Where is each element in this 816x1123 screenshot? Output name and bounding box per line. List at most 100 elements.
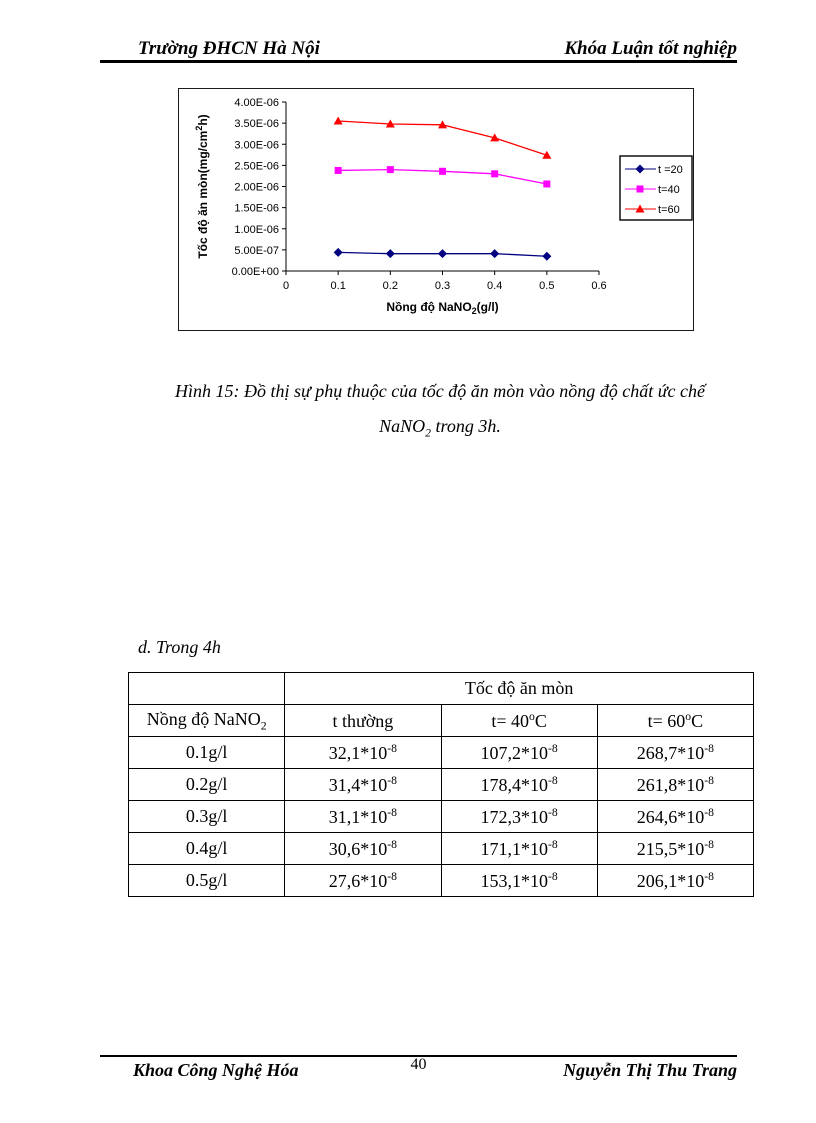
tspan-chart-el: Nồng độ NaNO <box>386 300 471 314</box>
table-body: Tốc độ ăn mòn Nồng độ NaNO2 t thường t= … <box>127 672 755 897</box>
value-cell: 107,2*10-8 <box>440 736 598 769</box>
y-axis-title: Tốc độ ăn mòn(mg/cm2h) <box>194 114 210 258</box>
page-number: 40 <box>410 1056 427 1073</box>
concentration-cell: 0.4g/l <box>127 832 286 865</box>
value-cell: 215,5*10-8 <box>596 832 755 865</box>
diamond-marker <box>438 249 447 259</box>
header-school: Trường ĐHCN Hà Nội <box>138 38 320 59</box>
value-cell: 172,3*10-8 <box>440 800 598 833</box>
header-rule <box>100 60 737 63</box>
x-tick-label: 0.1 <box>331 280 346 292</box>
y-tick-label: 3.50E-06 <box>234 118 279 130</box>
col-header-t40: t= 40oC <box>440 704 598 737</box>
corrosion-rate-chart: 0.00E+00 5.00E-07 1.00E-06 1.50E-06 2.00E-06… <box>178 88 694 331</box>
value-cell: 153,1*10-8 <box>440 864 598 897</box>
x-tick-label: 0.5 <box>539 280 554 292</box>
col3-sup: o <box>685 709 692 723</box>
table-row: 0.4g/l 30,6*10-8 171,1*10-8 215,5*10-8 <box>127 832 755 865</box>
y-tick-label: 2.00E-06 <box>234 182 279 194</box>
span-header-cell: Tốc độ ăn mòn <box>284 672 754 705</box>
caption2-post: trong 3h. <box>431 416 501 436</box>
value-cell: 171,1*10-8 <box>440 832 598 865</box>
corrosion-table: Tốc độ ăn mòn Nồng độ NaNO2 t thường t= … <box>127 672 755 897</box>
x-axis-title: Nồng độ NaNO2(g/l) <box>386 300 498 316</box>
value-cell: 261,8*10-8 <box>596 768 755 801</box>
col3-pre: t= 60 <box>647 710 686 731</box>
y-tick-label: 5.00E-07 <box>234 245 279 257</box>
triangle-marker <box>385 119 395 128</box>
col2-pre: t= 40 <box>491 710 530 731</box>
x-tick-label: 0.3 <box>435 280 450 292</box>
caption2-pre: NaNO <box>379 416 426 436</box>
col3-post: C <box>691 710 704 731</box>
figure-caption-line1: Hình 15: Đồ thị sự phụ thuộc của tốc độ … <box>174 381 706 401</box>
y-tick-label: 1.50E-06 <box>234 203 279 215</box>
x-tick-label: 0 <box>283 280 289 292</box>
concentration-cell: 0.3g/l <box>127 800 286 833</box>
col0-sub: 2 <box>260 719 267 733</box>
square-marker <box>491 170 499 178</box>
empty-header-cell <box>127 672 286 705</box>
legend-label: t=40 <box>658 184 680 196</box>
square-marker <box>334 166 342 174</box>
value-cell: 178,4*10-8 <box>440 768 598 801</box>
y-tick-label: 4.00E-06 <box>234 97 279 109</box>
table-row: 0.1g/l 32,1*10-8 107,2*10-8 268,7*10-8 <box>127 736 755 769</box>
col-header-concentration: Nồng độ NaNO2 <box>127 704 286 737</box>
x-tick-label: 0.6 <box>591 280 606 292</box>
square-marker <box>543 180 551 188</box>
x-tick-label: 0.4 <box>487 280 502 292</box>
col-header-t-normal: t thường <box>284 704 442 737</box>
concentration-cell: 0.2g/l <box>127 768 286 801</box>
tspan-chart-el: (g/l) <box>477 300 499 314</box>
triangle-marker <box>542 150 552 159</box>
y-tick-label: 3.00E-06 <box>234 139 279 151</box>
caption2-sub: 2 <box>425 426 431 440</box>
square-marker <box>386 166 394 174</box>
legend-label: t=60 <box>658 204 680 216</box>
value-cell: 27,6*10-8 <box>284 864 442 897</box>
value-cell: 32,1*10-8 <box>284 736 442 769</box>
figure-caption-line2: NaNO2 trong 3h. <box>110 416 770 440</box>
footer-faculty: Khoa Công Nghệ Hóa <box>133 1060 299 1080</box>
figure-caption: Hình 15: Đồ thị sự phụ thuộc của tốc độ … <box>110 381 770 454</box>
y-tick-label: 2.50E-06 <box>234 160 279 172</box>
tspan-chart-el: h) <box>196 114 210 125</box>
table-row: 0.5g/l 27,6*10-8 153,1*10-8 206,1*10-8 <box>127 864 755 897</box>
legend-label: t =20 <box>658 164 683 176</box>
concentration-cell: 0.5g/l <box>127 864 286 897</box>
col-header-t60: t= 60oC <box>596 704 755 737</box>
header-title: Khóa Luận tốt nghiệp <box>564 38 737 59</box>
tspan-chart-el: Tốc độ ăn mòn(mg/cm <box>196 131 210 259</box>
footer-author: Nguyễn Thị Thu Trang <box>563 1060 737 1080</box>
table-span-header-row: Tốc độ ăn mòn <box>127 672 754 705</box>
tspan-chart-el: 2 <box>194 126 204 131</box>
diamond-marker <box>490 249 500 259</box>
triangle-marker <box>490 133 500 142</box>
table-column-header-row: Nồng độ NaNO2 t thường t= 40oC t= 60oC <box>127 704 755 737</box>
y-tick-label: 0.00E+00 <box>232 266 279 278</box>
value-cell: 206,1*10-8 <box>596 864 755 897</box>
col2-post: C <box>534 710 547 731</box>
value-cell: 30,6*10-8 <box>284 832 442 865</box>
square-marker <box>636 185 644 193</box>
footer-rule <box>100 1055 737 1057</box>
diamond-marker <box>635 164 645 174</box>
concentration-cell: 0.1g/l <box>127 736 286 769</box>
section-label: d. Trong 4h <box>138 637 221 657</box>
col2-sup: o <box>529 709 535 723</box>
diamond-marker <box>333 247 343 257</box>
value-cell: 268,7*10-8 <box>596 736 755 769</box>
x-tick-label: 0.2 <box>383 280 398 292</box>
triangle-marker <box>635 204 645 213</box>
chart-canvas: 0.00E+00 5.00E-07 1.00E-06 1.50E-06 2.00E-06… <box>194 97 693 316</box>
square-marker <box>439 167 446 175</box>
y-tick-label: 1.00E-06 <box>234 224 279 236</box>
col1-pre: t thường <box>332 710 394 731</box>
value-cell: 264,6*10-8 <box>596 800 755 833</box>
tspan-chart-el: 2 <box>472 306 477 316</box>
triangle-marker <box>438 120 447 129</box>
value-cell: 31,4*10-8 <box>284 768 442 801</box>
value-cell: 31,1*10-8 <box>284 800 442 833</box>
